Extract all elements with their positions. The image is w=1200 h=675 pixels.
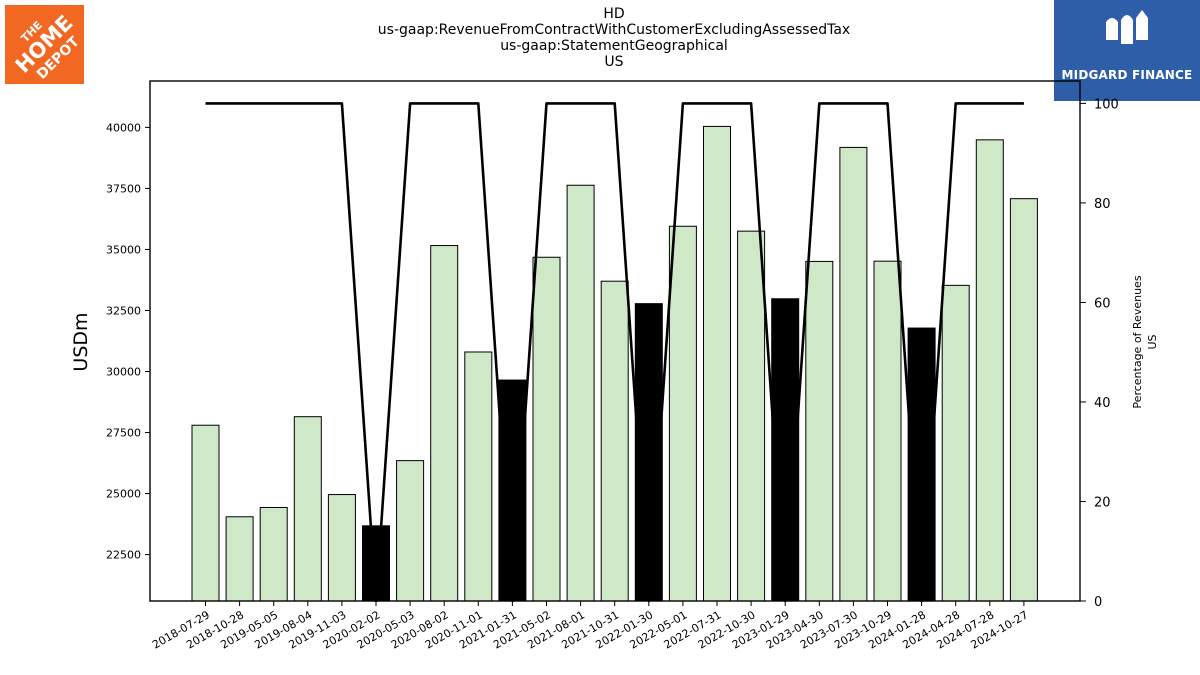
y-axis-label: USDm (70, 312, 92, 371)
y2-axis-label: Percentage of Revenues (1131, 275, 1144, 408)
bar (805, 260, 834, 602)
y2-tick-label: 100 (1094, 97, 1119, 112)
y2-tick-label: 60 (1094, 296, 1111, 311)
percentage-line (205, 102, 1024, 603)
chart-title-line: US (604, 54, 624, 70)
bar (975, 139, 1004, 602)
midgard-brand-text: MIDGARD FINANCE (1061, 68, 1193, 82)
y2-axis-label: US (1146, 334, 1159, 349)
chart-title-line: us-gaap:RevenueFromContractWithCustomerE… (377, 22, 851, 38)
y-tick-label: 32500 (106, 304, 141, 317)
bar (532, 256, 561, 602)
bar (327, 494, 356, 602)
y-tick-label: 35000 (106, 243, 141, 256)
bar (941, 284, 970, 602)
bar (873, 260, 902, 602)
y-tick-label: 22500 (106, 549, 141, 562)
bar (498, 379, 527, 602)
bar (839, 146, 868, 602)
bar (668, 225, 697, 602)
bar (464, 351, 493, 602)
chart-title-line: HD (603, 6, 625, 22)
midgard-finance-logo: MIDGARD FINANCE (1054, 0, 1200, 101)
bar (259, 506, 288, 602)
bar (737, 230, 766, 602)
bar (1009, 198, 1038, 602)
bar (600, 280, 629, 602)
bar (225, 516, 254, 602)
bar (703, 125, 731, 602)
bar (566, 184, 595, 602)
y-tick-label: 25000 (106, 488, 141, 501)
chart-title-block: HD us-gaap:RevenueFromContractWithCustom… (0, 6, 1200, 70)
home-depot-logo: THE HOME DEPOT (5, 5, 84, 84)
bar (191, 424, 220, 602)
bar (771, 298, 800, 602)
y-tick-label: 27500 (106, 427, 141, 440)
midgard-mark-icon (1106, 10, 1148, 44)
y2-tick-label: 0 (1094, 595, 1102, 610)
y2-tick-label: 80 (1094, 197, 1111, 212)
y2-tick-label: 40 (1094, 396, 1111, 411)
y-tick-label: 40000 (106, 121, 141, 134)
y-tick-label: 37500 (106, 182, 141, 195)
y2-tick-label: 20 (1094, 495, 1111, 510)
bar (430, 245, 459, 602)
bar (396, 460, 425, 602)
chart-title-line: us-gaap:StatementGeographical (500, 38, 728, 54)
bar (293, 416, 322, 602)
y-tick-label: 30000 (106, 366, 141, 379)
